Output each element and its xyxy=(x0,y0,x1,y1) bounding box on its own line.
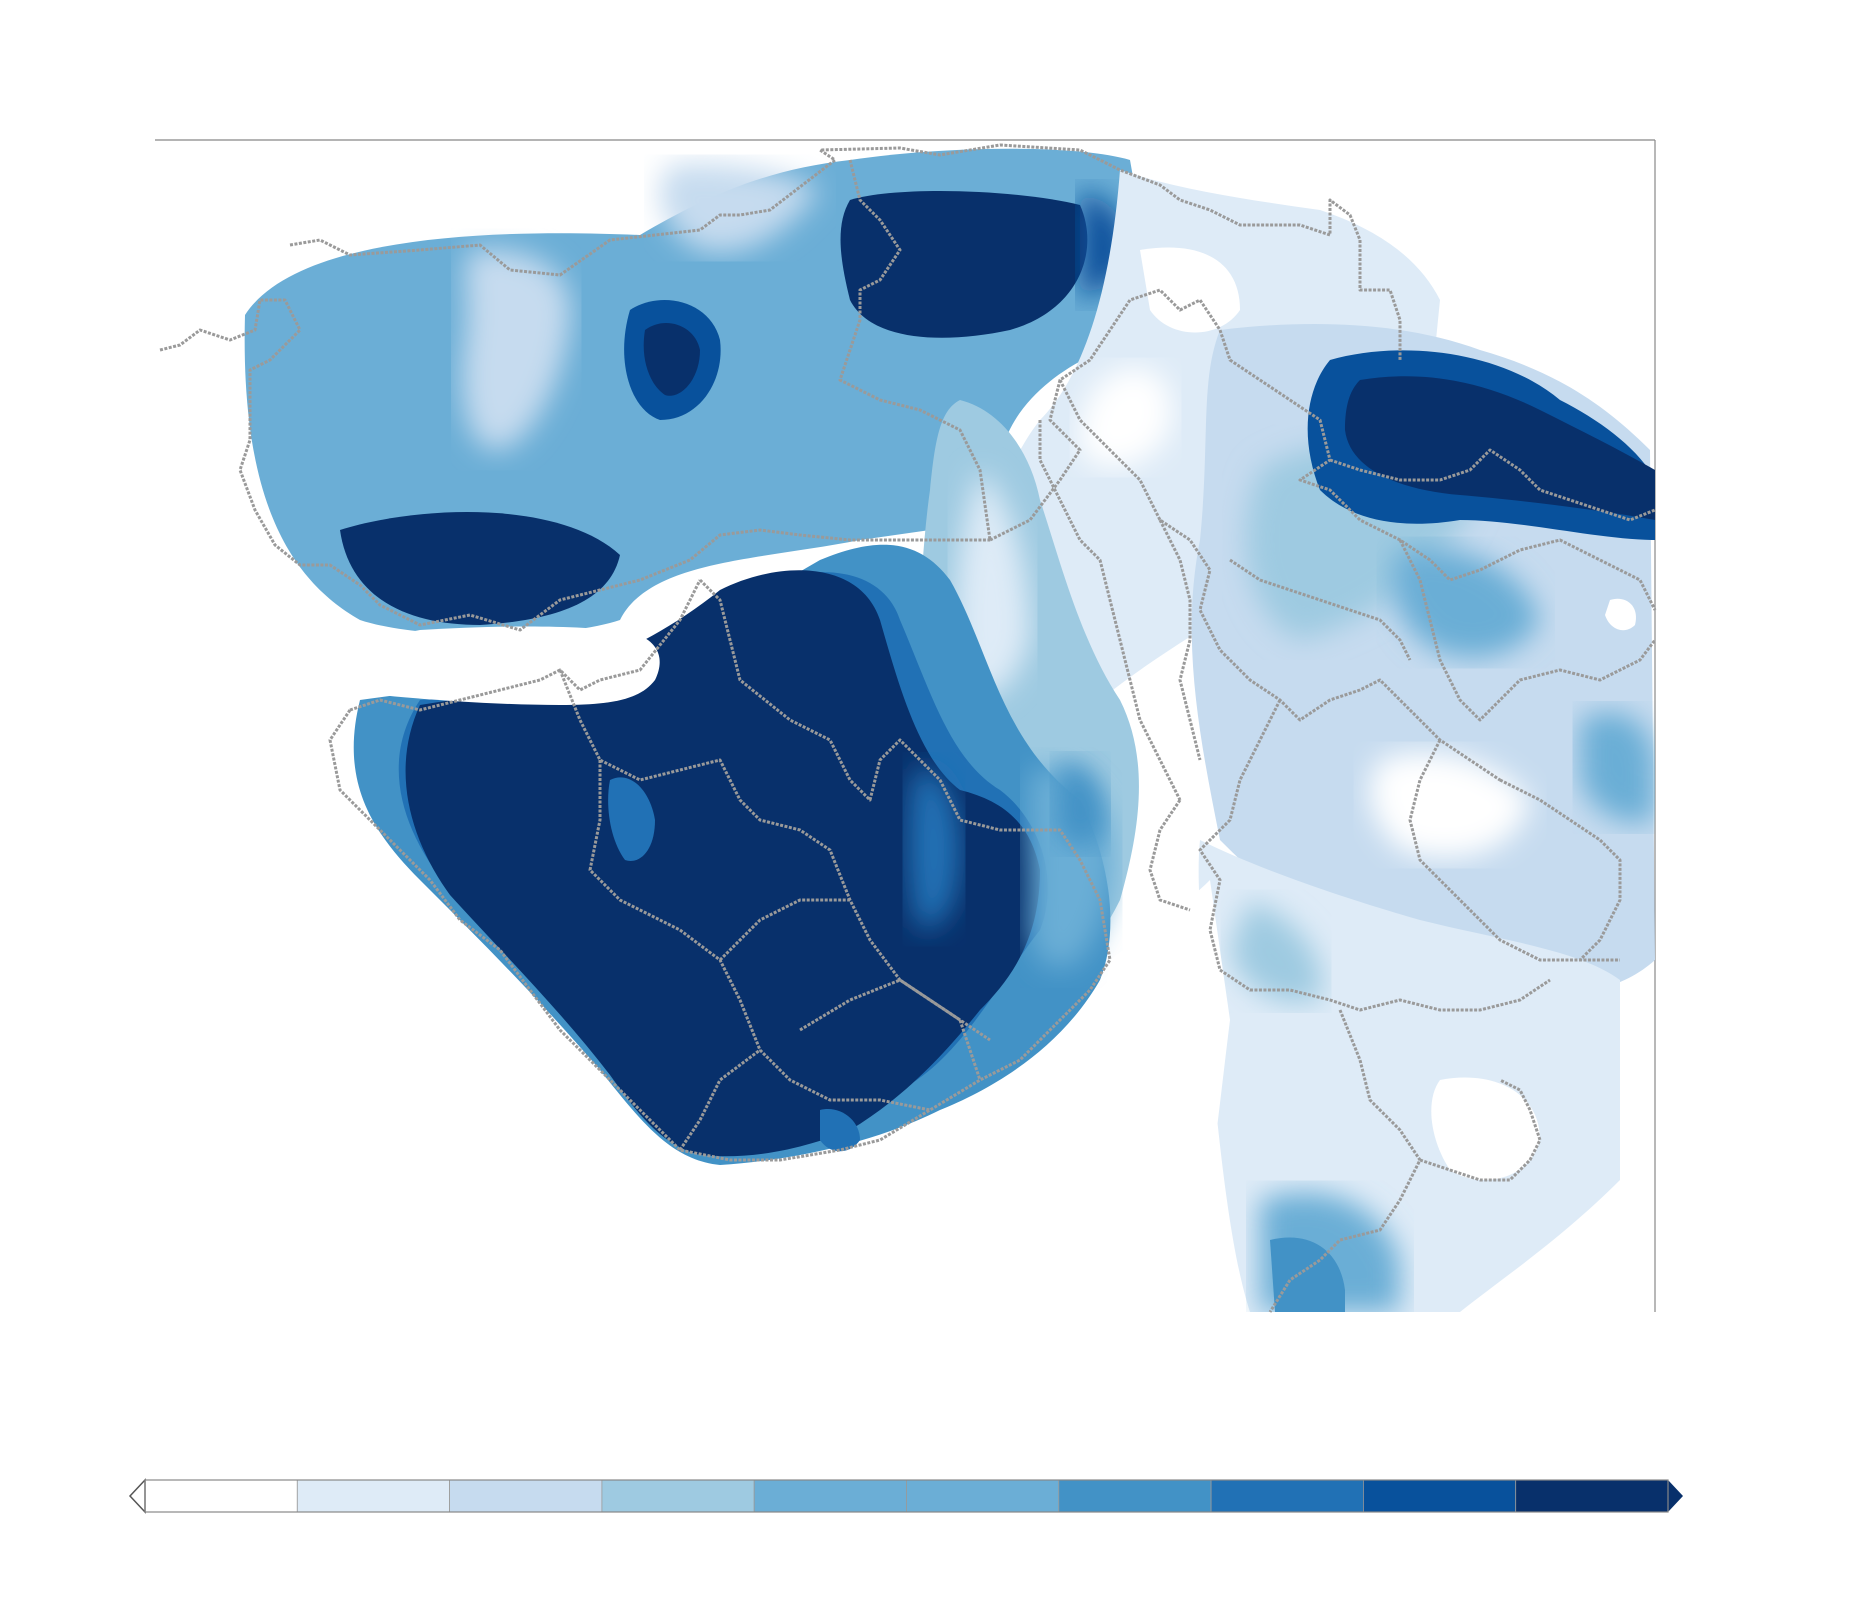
state-outline-kutch xyxy=(289,143,1402,360)
saurashtra-outline xyxy=(328,709,1112,1162)
colorbar-bin-0 xyxy=(144,1479,298,1513)
district-boundaries xyxy=(159,143,1657,1313)
rainfall-field xyxy=(155,148,1655,1312)
colorbar-bin-2 xyxy=(449,1479,603,1513)
colorbar-bin-7 xyxy=(1210,1479,1364,1513)
colorbar-outline xyxy=(144,1479,1669,1513)
colorbar-extend-low-arrow xyxy=(128,1478,146,1514)
colorbar-bin-5 xyxy=(906,1479,1060,1513)
colorbar-bin-9 xyxy=(1515,1479,1669,1513)
gulf-of-kutch xyxy=(370,626,660,705)
north-gujarat-outline xyxy=(989,288,1657,611)
colorbar-extend-high-arrow xyxy=(1668,1480,1683,1512)
colorbar-bin-1 xyxy=(296,1479,450,1513)
arabian-sea xyxy=(155,740,700,1312)
saurashtra-dark xyxy=(405,570,1040,1157)
colorbar-bin-6 xyxy=(1058,1479,1212,1513)
colorbar-bin-3 xyxy=(601,1479,755,1513)
axes-frame xyxy=(155,139,1656,1312)
colorbar-bins xyxy=(144,1479,1669,1513)
kutch-dark-south xyxy=(340,512,620,625)
colorbar-bin-8 xyxy=(1363,1479,1517,1513)
colorbar-bin-4 xyxy=(753,1479,907,1513)
